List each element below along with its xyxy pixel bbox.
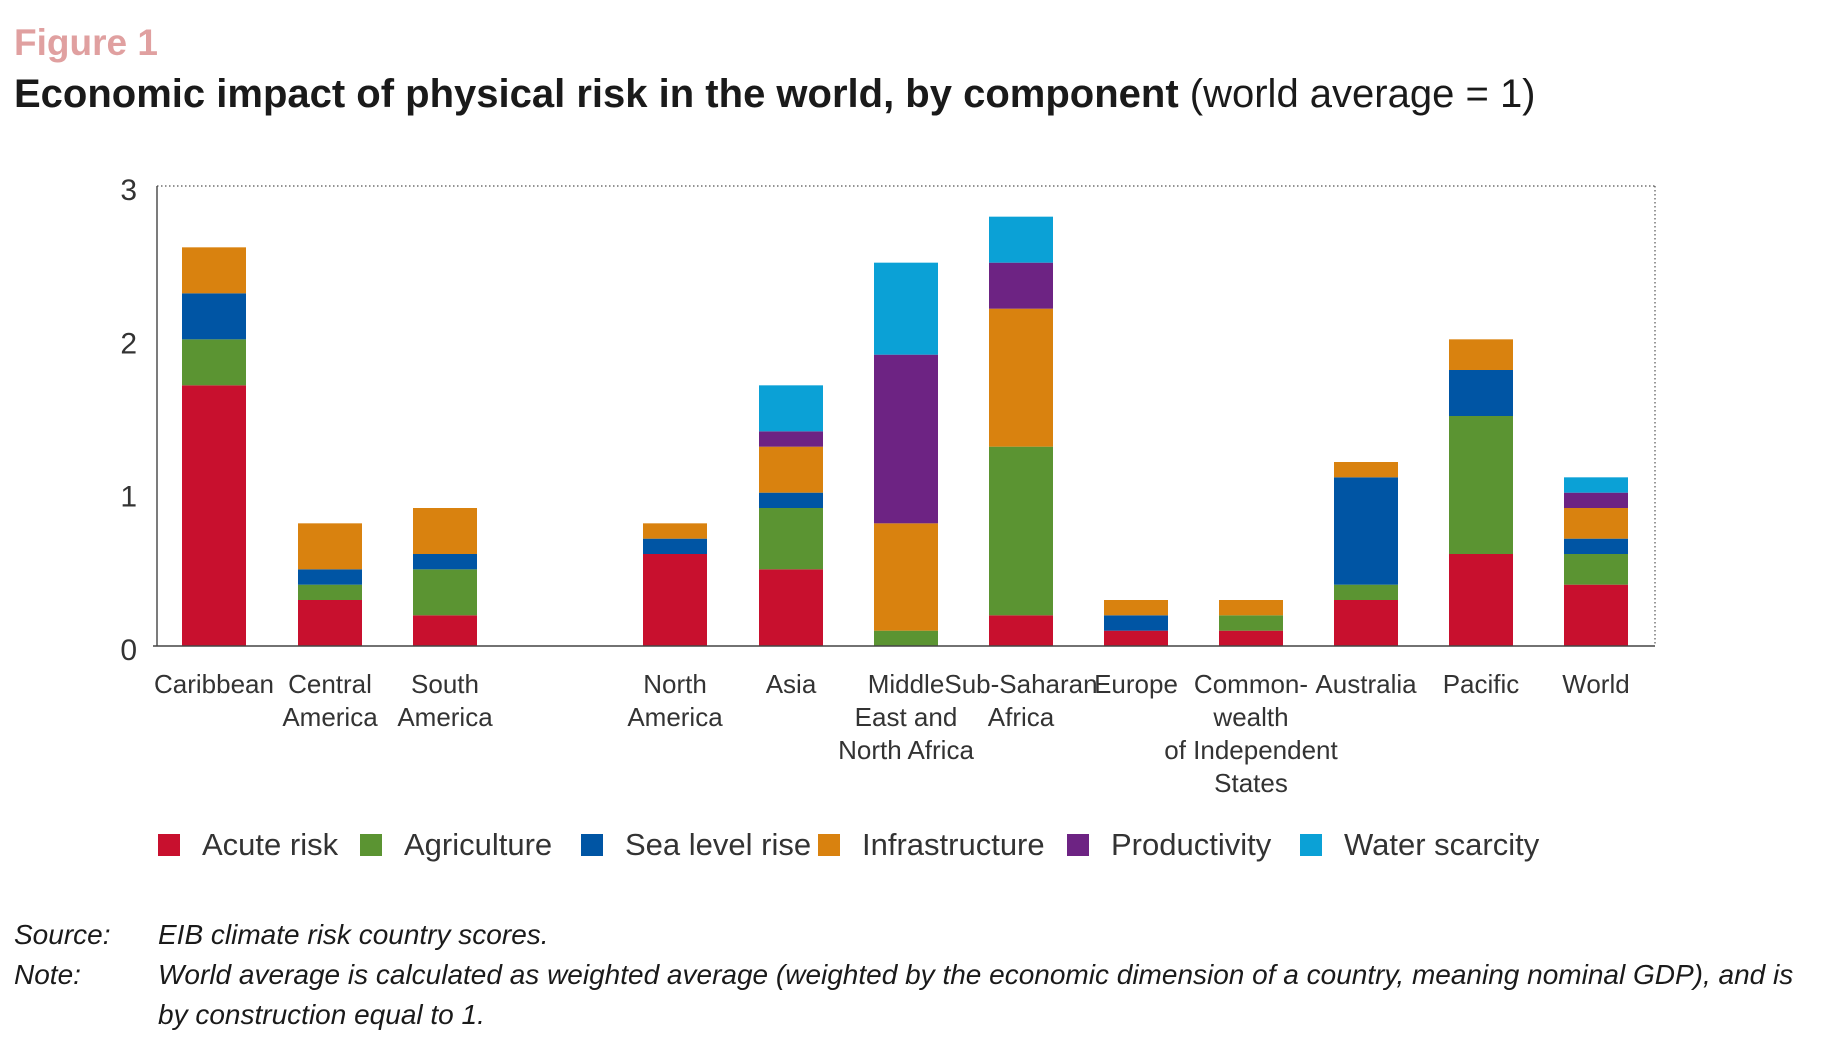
- bar-segment-sea-level-rise: [1334, 477, 1398, 585]
- legend-swatch: [818, 834, 840, 856]
- y-tick-label: 2: [120, 327, 137, 360]
- bar-segment-infrastructure: [874, 523, 938, 631]
- x-tick-label: Pacific: [1443, 669, 1520, 699]
- x-tick-label: America: [397, 702, 493, 732]
- bar-segment-sea-level-rise: [759, 492, 823, 508]
- legend-label: Water scarcity: [1344, 827, 1540, 862]
- bar-segment-water-scarcity: [989, 216, 1053, 263]
- bar-segment-sea-level-rise: [413, 554, 477, 570]
- y-tick-label: 1: [120, 481, 137, 514]
- legend-swatch: [360, 834, 382, 856]
- bar-segment-sea-level-rise: [298, 569, 362, 585]
- bar-segment-agriculture: [1449, 416, 1513, 554]
- bar-segment-sea-level-rise: [182, 293, 246, 340]
- bar-segment-productivity: [759, 431, 823, 447]
- y-tick-label: 3: [120, 174, 137, 207]
- bar-segment-infrastructure: [413, 508, 477, 554]
- bar-segment-water-scarcity: [759, 385, 823, 432]
- x-tick-label: World: [1562, 669, 1629, 699]
- x-tick-label: Europe: [1094, 669, 1178, 699]
- note-row: Note: World average is calculated as wei…: [14, 955, 1798, 1035]
- x-tick-label: Common-: [1194, 669, 1308, 699]
- bar-segment-agriculture: [759, 508, 823, 570]
- bar-segment-infrastructure: [989, 308, 1053, 447]
- x-tick-label: Middle: [868, 669, 945, 699]
- bar-segment-agriculture: [874, 630, 938, 646]
- x-tick-label: of Independent: [1164, 735, 1338, 765]
- bar-segment-infrastructure: [1104, 600, 1168, 616]
- bar-segment-acute-risk: [1334, 600, 1398, 646]
- x-tick-label: North: [643, 669, 707, 699]
- bar-segment-agriculture: [413, 569, 477, 616]
- chart-title-main: Economic impact of physical risk in the …: [14, 72, 1179, 116]
- legend-label: Infrastructure: [862, 827, 1045, 862]
- bar-segment-acute-risk: [1104, 630, 1168, 646]
- bar-segment-acute-risk: [1219, 630, 1283, 646]
- x-tick-label: States: [1214, 768, 1288, 798]
- bar-segment-acute-risk: [182, 385, 246, 646]
- bar-segment-infrastructure: [182, 247, 246, 294]
- bar-segment-infrastructure: [1334, 462, 1398, 478]
- chart-title-subtitle: (world average = 1): [1189, 72, 1536, 116]
- bar-segment-productivity: [989, 262, 1053, 309]
- bar-segment-sea-level-rise: [1564, 538, 1628, 554]
- figure-label: Figure 1: [14, 22, 158, 63]
- note-key: Note:: [14, 959, 81, 990]
- bar-segment-acute-risk: [1564, 584, 1628, 646]
- x-tick-label: Sub-Saharan: [944, 669, 1097, 699]
- x-tick-label: wealth: [1212, 702, 1288, 732]
- bar-segment-acute-risk: [759, 569, 823, 646]
- x-tick-label: America: [627, 702, 723, 732]
- legend-swatch: [158, 834, 180, 856]
- bar-segment-agriculture: [1219, 615, 1283, 631]
- bar-segment-acute-risk: [298, 600, 362, 646]
- y-tick-label: 0: [120, 634, 137, 667]
- bar-segment-infrastructure: [643, 523, 707, 539]
- x-tick-label: Africa: [988, 702, 1055, 732]
- bar-segment-sea-level-rise: [643, 538, 707, 554]
- bar-segment-agriculture: [989, 446, 1053, 616]
- source-text: EIB climate risk country scores.: [158, 919, 549, 950]
- bar-segment-productivity: [1564, 492, 1628, 508]
- chart-notes: Source: EIB climate risk country scores.…: [14, 915, 1798, 1035]
- x-tick-label: Australia: [1315, 669, 1417, 699]
- legend-label: Acute risk: [202, 827, 339, 862]
- bar-segment-water-scarcity: [874, 262, 938, 355]
- x-tick-label: Central: [288, 669, 372, 699]
- bar-segment-acute-risk: [989, 615, 1053, 646]
- bar-segment-infrastructure: [759, 446, 823, 493]
- bar-segment-acute-risk: [413, 615, 477, 646]
- bar-segment-productivity: [874, 354, 938, 524]
- bar-segment-infrastructure: [1219, 600, 1283, 616]
- legend-swatch: [1300, 834, 1322, 856]
- bar-segment-agriculture: [298, 584, 362, 600]
- x-tick-label: North Africa: [838, 735, 974, 765]
- bar-segment-sea-level-rise: [1104, 615, 1168, 631]
- bar-segment-sea-level-rise: [1449, 370, 1513, 416]
- bar-segment-agriculture: [1564, 554, 1628, 585]
- legend-swatch: [581, 834, 603, 856]
- bar-segment-infrastructure: [1564, 508, 1628, 539]
- bar-segment-agriculture: [1334, 584, 1398, 600]
- chart-title: Economic impact of physical risk in the …: [14, 72, 1536, 117]
- bar-segment-acute-risk: [1449, 554, 1513, 646]
- legend-swatch: [1067, 834, 1089, 856]
- legend-label: Agriculture: [404, 827, 552, 862]
- legend-label: Sea level rise: [625, 827, 811, 862]
- x-tick-label: South: [411, 669, 479, 699]
- bar-segment-agriculture: [182, 339, 246, 386]
- x-tick-label: East and: [855, 702, 958, 732]
- note-text: World average is calculated as weighted …: [158, 959, 1794, 1030]
- bar-segment-infrastructure: [1449, 339, 1513, 370]
- bar-segment-water-scarcity: [1564, 477, 1628, 493]
- source-row: Source: EIB climate risk country scores.: [14, 915, 1798, 955]
- x-tick-label: America: [282, 702, 378, 732]
- source-key: Source:: [14, 919, 111, 950]
- bar-segment-infrastructure: [298, 523, 362, 570]
- x-tick-label: Caribbean: [154, 669, 274, 699]
- legend-label: Productivity: [1111, 827, 1272, 862]
- x-tick-label: Asia: [766, 669, 817, 699]
- bar-segment-acute-risk: [643, 554, 707, 646]
